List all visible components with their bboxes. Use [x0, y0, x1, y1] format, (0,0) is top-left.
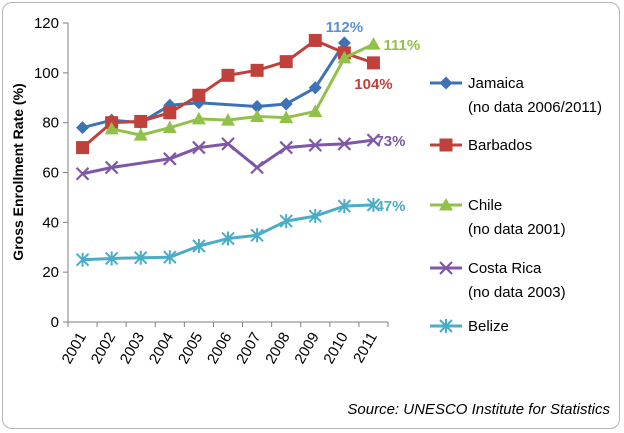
x-tick-label: 2006	[204, 330, 235, 367]
data-point-jamaica	[308, 81, 322, 95]
data-point-barbados	[221, 68, 235, 82]
data-point-costa-rica	[250, 160, 264, 175]
x-tick-label: 2007	[233, 330, 264, 367]
x-tick-label: 2008	[262, 330, 293, 367]
data-point-chile	[162, 120, 177, 134]
data-point-costa-rica	[221, 137, 235, 151]
data-label-costa-rica: 73%	[375, 133, 405, 150]
x-tick-label: 2010	[320, 330, 351, 367]
data-point-chile	[366, 37, 381, 50]
source-note: Source: UNESCO Institute for Statistics	[347, 401, 610, 418]
y-tick-label: 20	[42, 264, 59, 281]
data-point-chile	[337, 50, 352, 64]
data-point-belize	[250, 228, 264, 243]
data-point-belize	[221, 231, 235, 246]
x-tick-label: 2001	[59, 330, 90, 367]
data-label-belize: 47%	[375, 198, 405, 215]
legend: Jamaica (no data 2006/2011) Barbados Chile (…	[430, 75, 602, 335]
data-point-barbados	[163, 106, 177, 120]
data-point-barbados	[76, 141, 90, 155]
legend-item-jamaica: Jamaica (no data 2006/2011)	[430, 75, 602, 116]
data-point-costa-rica	[75, 166, 90, 181]
data-point-chile	[250, 109, 265, 122]
data-point-barbados	[279, 55, 293, 69]
series-layer: 112% 104% 111% 73% 47%	[75, 19, 420, 267]
data-point-belize	[163, 250, 177, 265]
data-point-chile	[279, 110, 294, 124]
data-point-barbados	[250, 63, 264, 77]
series-costa-rica: 73%	[75, 133, 405, 181]
legend-item-chile: Chile (no data 2001)	[430, 197, 566, 238]
y-tick-label: 40	[42, 214, 59, 231]
data-point-belize	[366, 197, 381, 212]
data-point-costa-rica	[163, 152, 177, 166]
x-tick-label: 2002	[88, 330, 119, 367]
legend-marker	[439, 138, 453, 152]
x-tick-label: 2009	[291, 330, 322, 367]
y-tick-label: 100	[34, 65, 59, 82]
data-label-chile: 111%	[383, 37, 420, 54]
data-point-chile	[191, 111, 206, 125]
data-point-belize	[134, 250, 148, 265]
x-tick-label: 2011	[350, 330, 381, 366]
y-tick-label: 60	[42, 165, 59, 182]
y-axis-label: Gross Enrollment Rate (%)	[10, 83, 26, 260]
legend-label: Chile	[468, 197, 502, 214]
legend-marker	[439, 319, 453, 333]
data-point-costa-rica	[279, 140, 293, 155]
legend-marker	[439, 76, 453, 90]
legend-item-barbados: Barbados	[430, 137, 532, 154]
data-point-costa-rica	[104, 160, 119, 175]
legend-marker	[439, 198, 453, 211]
data-point-costa-rica	[366, 133, 381, 147]
data-label-jamaica: 112%	[326, 19, 364, 36]
series-chile: 111%	[104, 37, 420, 141]
data-point-belize	[75, 252, 90, 267]
data-point-costa-rica	[308, 138, 323, 152]
y-tick-label: 120	[34, 15, 59, 32]
legend-marker	[439, 261, 453, 275]
legend-label: Belize	[468, 318, 509, 335]
data-point-belize	[308, 209, 322, 224]
data-label-barbados: 104%	[354, 76, 392, 93]
legend-label: Barbados	[468, 137, 532, 154]
y-tick-label: 80	[42, 115, 59, 132]
data-point-chile	[308, 104, 323, 117]
legend-label: Costa Rica	[468, 260, 542, 277]
data-point-chile	[221, 113, 235, 126]
legend-note: (no data 2006/2011)	[468, 99, 602, 116]
data-point-barbados	[308, 33, 322, 47]
data-point-costa-rica	[337, 137, 352, 151]
legend-item-costa-rica: Costa Rica (no data 2003)	[430, 260, 566, 301]
series-belize: 47%	[75, 197, 405, 267]
data-point-costa-rica	[192, 140, 206, 155]
series-line-chile	[111, 42, 375, 137]
data-point-jamaica	[279, 97, 293, 111]
data-point-barbados	[192, 88, 206, 102]
legend-note: (no data 2003)	[468, 284, 566, 301]
x-tick-label: 2005	[175, 330, 206, 367]
legend-label: Jamaica	[468, 75, 525, 92]
data-point-barbados	[366, 56, 380, 70]
data-point-belize	[104, 251, 119, 266]
data-point-chile	[133, 128, 148, 141]
data-point-jamaica	[76, 121, 90, 135]
data-point-jamaica	[250, 99, 264, 113]
data-point-jamaica	[337, 36, 351, 50]
data-point-belize	[337, 199, 352, 214]
data-point-barbados	[134, 114, 148, 128]
y-tick-label: 0	[51, 314, 59, 331]
data-point-belize	[192, 239, 206, 254]
data-point-chile	[104, 121, 119, 135]
series-line-costa-rica	[82, 138, 374, 176]
x-tick-label: 2003	[117, 330, 148, 367]
series-barbados: 104%	[76, 33, 393, 155]
x-tick-label: 2004	[146, 330, 177, 367]
legend-item-belize: Belize	[430, 318, 509, 335]
data-point-belize	[279, 214, 293, 229]
chart-axes: 0204060801001202001200220032004200520062…	[34, 15, 389, 367]
legend-note: (no data 2001)	[468, 221, 566, 238]
